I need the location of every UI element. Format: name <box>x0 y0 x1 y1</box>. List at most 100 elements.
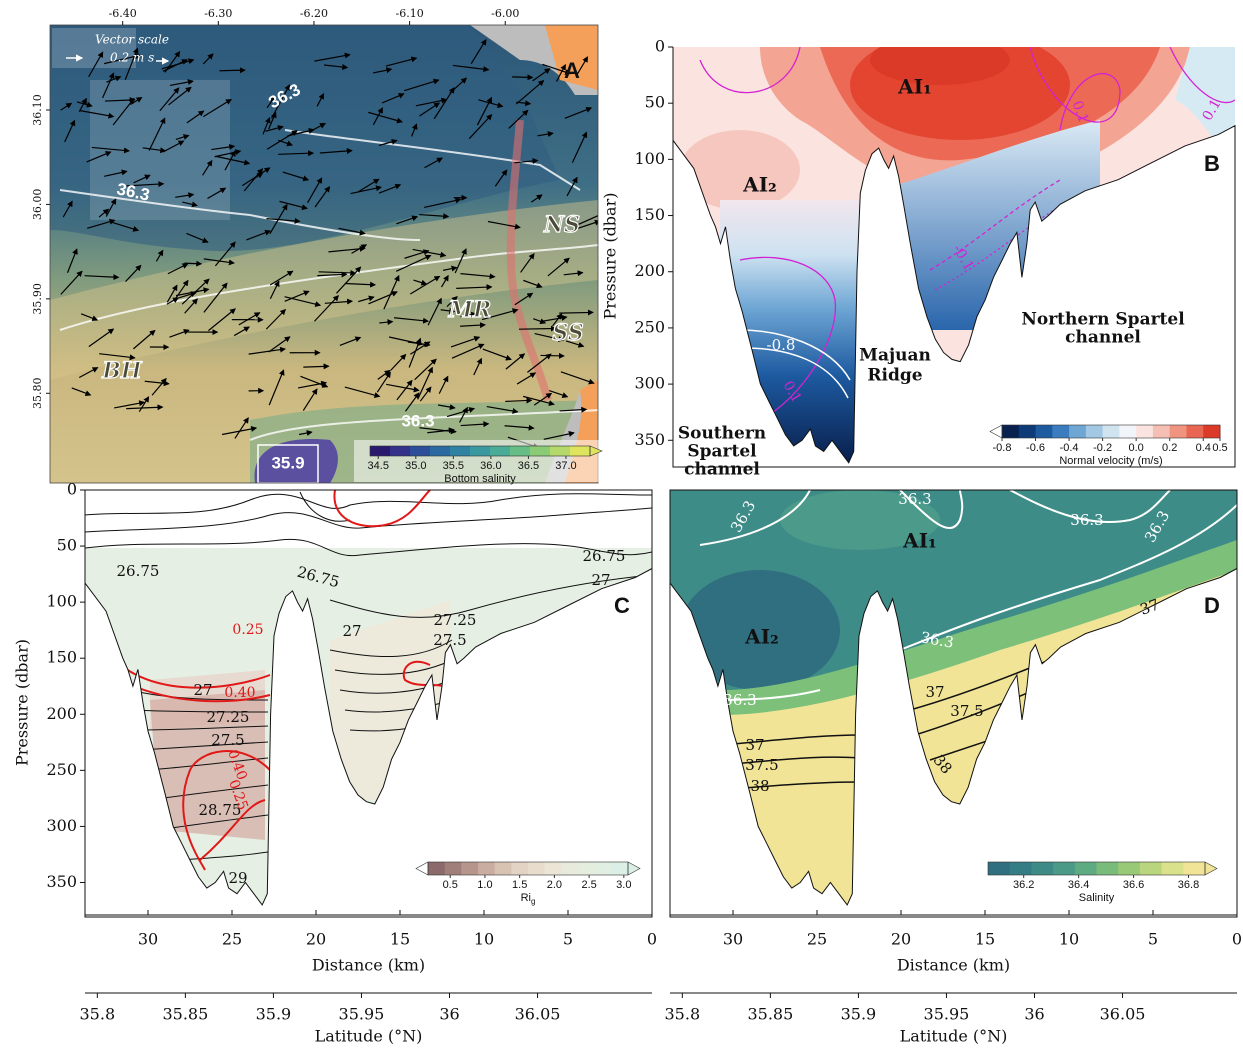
colorbar-tick-label: -0.6 <box>1026 442 1045 454</box>
colorbar-segment <box>450 446 471 456</box>
vector-decoration <box>162 140 185 153</box>
vector-decoration <box>537 131 554 138</box>
annotation: SS <box>552 320 583 346</box>
colorbar-tick-label: -0.2 <box>1093 442 1112 454</box>
vector-decoration <box>449 77 468 94</box>
vector-decoration <box>576 56 589 75</box>
vector-decoration <box>302 388 318 411</box>
colorbar-tick-label: 0.2 <box>1162 442 1177 454</box>
colorbar-label: Bottom salinity <box>444 473 516 485</box>
labels: -6.40 -6.30 -6.20 -6.10 -6.0035.8035.9036.00… <box>13 7 1243 1046</box>
vector-decoration <box>396 379 413 401</box>
colorbar-segment <box>494 862 512 875</box>
field-shape <box>299 491 351 522</box>
colorbar-segment <box>511 862 529 875</box>
vector-decoration <box>573 215 598 228</box>
colorbar-tick-label: 0.4 <box>1196 442 1211 454</box>
panel-label: A <box>564 58 580 83</box>
vector-decoration <box>151 377 167 396</box>
vector-decoration <box>175 192 195 199</box>
vector-decoration <box>410 275 441 295</box>
vector-decoration <box>442 265 458 272</box>
contour-label: 36.3 <box>401 411 434 430</box>
y-tick-label: 50 <box>57 536 77 555</box>
field-shape <box>85 507 652 533</box>
seafloor-profile <box>84 567 653 918</box>
vector-decoration <box>515 80 545 105</box>
vector-decoration <box>494 169 508 187</box>
field-shape <box>85 493 652 516</box>
vector-decoration <box>88 51 104 78</box>
colorbar-segment <box>1069 425 1087 438</box>
annotation: AI₁ <box>897 75 932 99</box>
contour-label: 26.75 <box>583 547 626 565</box>
colorbar-tick-label: 36.8 <box>1178 879 1199 891</box>
colorbar-segment <box>544 862 562 875</box>
vector-decoration <box>481 308 519 321</box>
field-shape <box>506 119 552 402</box>
colorbar-tick-label: 37.0 <box>555 460 576 472</box>
vector-decoration <box>566 176 578 197</box>
vector-decoration <box>415 97 448 107</box>
contour-label: 36.3 <box>723 691 756 709</box>
field-shape <box>59 189 421 241</box>
seafloor <box>84 124 1238 918</box>
vector-decoration <box>86 151 112 163</box>
vector-decoration <box>78 97 87 112</box>
colorbar-label: Salinity <box>1079 892 1115 904</box>
contour-label: -0.8 <box>767 336 796 354</box>
contour-label: 37.5 <box>950 702 983 720</box>
vector-decoration <box>533 318 547 325</box>
vector-decoration <box>269 280 280 299</box>
vector-decoration <box>518 325 557 332</box>
vector-decoration <box>316 92 325 107</box>
vector-decoration <box>133 174 151 184</box>
vector-decoration <box>530 194 543 203</box>
vector-decoration <box>202 53 214 65</box>
vector-decoration <box>297 380 328 389</box>
panel-label: B <box>1204 151 1220 176</box>
vector-decoration <box>419 213 450 220</box>
vector-decoration <box>393 317 430 324</box>
vector-decoration <box>300 375 329 388</box>
x-tick-label: -6.30 <box>204 7 232 20</box>
colorbar-segment <box>530 446 551 456</box>
vector-decoration <box>167 263 189 275</box>
field-shape <box>199 799 266 861</box>
field-shape <box>899 490 964 530</box>
vector-decoration <box>88 328 115 348</box>
vector-decoration <box>173 279 189 301</box>
colorbar-segment <box>578 862 596 875</box>
x-tick-label: 0 <box>1232 930 1242 949</box>
colorbar-segment <box>470 446 491 456</box>
vector-decoration <box>324 64 349 70</box>
x-tick-label: 5 <box>563 930 573 949</box>
annotation: Majuan <box>859 346 931 366</box>
vector-decoration <box>372 107 383 126</box>
contour-label: 37 <box>925 683 944 701</box>
latitude-tick-label: 36 <box>439 1005 459 1024</box>
vector-decoration <box>266 217 301 224</box>
vector-decoration <box>91 146 130 154</box>
current-vectors <box>60 38 598 449</box>
vector-decoration <box>238 312 261 326</box>
vector-decoration <box>219 67 246 74</box>
vector-decoration <box>211 143 236 151</box>
seafloor-profile <box>672 124 1236 468</box>
vector-decoration <box>395 254 432 272</box>
colorbar-segment <box>428 862 446 875</box>
vector-decoration <box>155 249 164 262</box>
vector-decoration <box>114 400 146 409</box>
vector-decoration <box>203 258 235 266</box>
vector-decoration <box>71 387 92 396</box>
panel-label: C <box>614 593 630 618</box>
vector-decoration <box>314 52 351 62</box>
field-shape <box>329 574 652 618</box>
vector-decoration <box>452 64 490 73</box>
contour-label: 27.25 <box>434 611 477 629</box>
annotation: Southern <box>678 424 766 444</box>
vector-decoration <box>344 281 377 288</box>
colorbar-tick-label: 36.2 <box>1013 879 1034 891</box>
